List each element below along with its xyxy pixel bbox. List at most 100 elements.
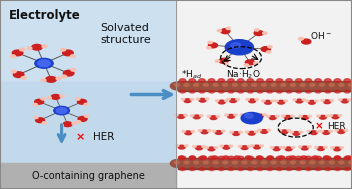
Circle shape (329, 130, 333, 132)
Circle shape (232, 84, 237, 86)
Circle shape (277, 160, 291, 167)
Circle shape (345, 160, 352, 167)
Text: *H$_{ad}$: *H$_{ad}$ (181, 68, 202, 81)
Circle shape (225, 40, 253, 55)
Circle shape (76, 121, 81, 123)
Circle shape (257, 90, 263, 93)
Circle shape (208, 41, 212, 44)
Circle shape (205, 98, 209, 100)
Circle shape (219, 82, 234, 90)
Circle shape (305, 156, 312, 160)
Circle shape (266, 156, 273, 160)
Text: HER: HER (327, 122, 346, 131)
Circle shape (219, 160, 234, 167)
Circle shape (257, 156, 262, 159)
Circle shape (271, 100, 274, 102)
Circle shape (248, 82, 263, 90)
Circle shape (282, 147, 286, 149)
Circle shape (316, 115, 320, 117)
Circle shape (331, 147, 334, 149)
Circle shape (27, 47, 32, 50)
Circle shape (340, 147, 344, 149)
Circle shape (338, 115, 342, 116)
Circle shape (339, 84, 344, 86)
Circle shape (225, 100, 228, 102)
Circle shape (330, 99, 334, 101)
Circle shape (263, 32, 267, 34)
Circle shape (190, 160, 205, 167)
Circle shape (247, 90, 253, 93)
Circle shape (277, 90, 282, 93)
Circle shape (190, 82, 205, 90)
Circle shape (203, 161, 208, 164)
Circle shape (41, 79, 46, 82)
Circle shape (325, 90, 331, 93)
Circle shape (325, 79, 331, 82)
Circle shape (266, 115, 270, 117)
Circle shape (220, 145, 224, 147)
Circle shape (208, 156, 215, 160)
Circle shape (180, 156, 186, 160)
Circle shape (261, 47, 270, 52)
Circle shape (184, 161, 189, 164)
Circle shape (178, 156, 184, 159)
Circle shape (232, 161, 237, 164)
Circle shape (76, 98, 80, 100)
Circle shape (271, 161, 276, 164)
Circle shape (267, 90, 272, 93)
Circle shape (11, 55, 15, 58)
Circle shape (334, 156, 340, 159)
Circle shape (306, 100, 309, 102)
Circle shape (63, 50, 73, 56)
Circle shape (244, 64, 249, 66)
Circle shape (302, 39, 311, 44)
Circle shape (315, 79, 321, 82)
Circle shape (323, 131, 330, 134)
Circle shape (247, 79, 253, 82)
Circle shape (214, 147, 218, 149)
Circle shape (321, 99, 325, 101)
Circle shape (184, 84, 189, 86)
Circle shape (277, 167, 282, 170)
Circle shape (78, 116, 87, 121)
Circle shape (305, 79, 312, 82)
Circle shape (326, 115, 329, 117)
Circle shape (315, 167, 321, 170)
Circle shape (317, 147, 324, 150)
Circle shape (348, 99, 351, 101)
Circle shape (34, 116, 38, 119)
Circle shape (262, 84, 266, 86)
Circle shape (189, 167, 195, 170)
Circle shape (32, 44, 42, 50)
Circle shape (268, 156, 273, 159)
Circle shape (243, 114, 250, 118)
Circle shape (223, 84, 228, 86)
Circle shape (34, 99, 44, 104)
Bar (0, 163, 176, 189)
Circle shape (346, 156, 351, 159)
Circle shape (320, 130, 323, 132)
Circle shape (226, 27, 230, 29)
Circle shape (196, 98, 200, 100)
Circle shape (180, 82, 195, 90)
Circle shape (174, 84, 179, 86)
Circle shape (286, 156, 292, 160)
Circle shape (315, 100, 318, 102)
Circle shape (71, 68, 76, 71)
Circle shape (255, 29, 259, 31)
Circle shape (306, 160, 321, 167)
Circle shape (217, 29, 221, 32)
Circle shape (308, 115, 312, 117)
Circle shape (245, 60, 254, 65)
Circle shape (238, 82, 253, 90)
Circle shape (245, 156, 251, 159)
Circle shape (194, 84, 199, 86)
Circle shape (290, 161, 295, 164)
Circle shape (193, 146, 196, 148)
Circle shape (236, 98, 239, 100)
Circle shape (221, 130, 225, 132)
Circle shape (212, 156, 218, 159)
Circle shape (246, 99, 249, 101)
Circle shape (296, 90, 302, 93)
Circle shape (334, 79, 341, 82)
